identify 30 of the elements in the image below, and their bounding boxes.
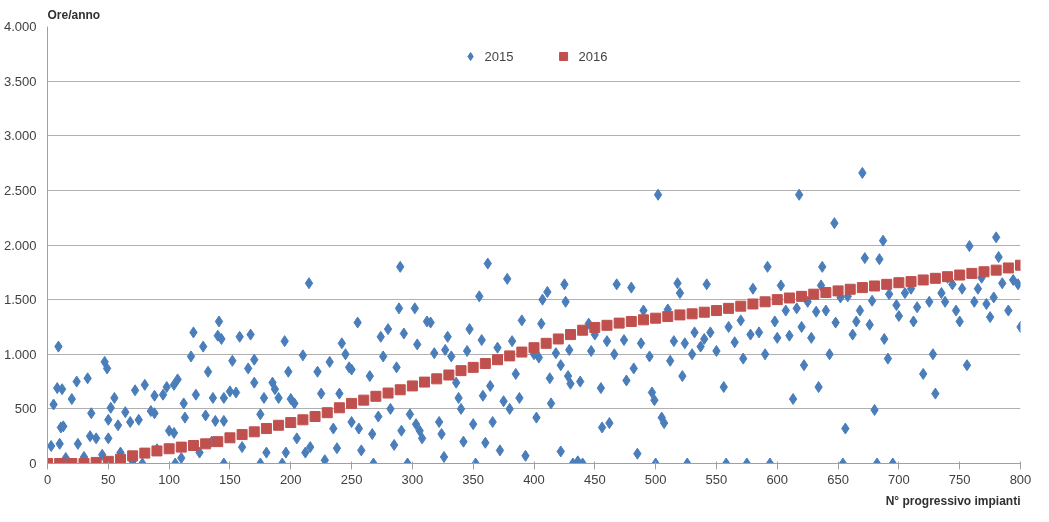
x-tick-label: 800 xyxy=(1009,471,1032,487)
legend-label: 2016 xyxy=(578,48,608,64)
x-tick-label: 200 xyxy=(279,471,302,487)
x-tick-label: 650 xyxy=(827,471,849,487)
x-axis-title: N° progressivo impianti xyxy=(885,493,1021,508)
y-tick-label: 1.500 xyxy=(3,292,37,308)
x-tick-label: 600 xyxy=(766,471,789,487)
y-tick-label: 2.500 xyxy=(3,182,37,198)
legend-label: 2015 xyxy=(484,48,514,64)
x-tick-label: 450 xyxy=(583,471,606,487)
x-tick-label: 700 xyxy=(888,471,910,487)
y-tick-label: 1.000 xyxy=(3,346,37,362)
x-tick-label: 150 xyxy=(219,471,241,487)
x-tick-label: 350 xyxy=(462,471,485,487)
x-tick-label: 50 xyxy=(101,471,116,487)
y-tick-label: 4.000 xyxy=(3,19,37,34)
x-tick-label: 500 xyxy=(644,471,667,487)
x-tick-label: 750 xyxy=(948,471,971,487)
x-tick-label: 550 xyxy=(705,471,728,487)
x-tick-label: 0 xyxy=(43,471,52,487)
y-tick-label: 3.500 xyxy=(3,73,37,89)
x-tick-label: 400 xyxy=(523,471,545,487)
y-axis-title: Ore/anno xyxy=(47,7,101,22)
y-tick-label: 0 xyxy=(29,456,37,471)
y-tick-label: 2.000 xyxy=(3,237,37,253)
x-tick-label: 300 xyxy=(401,471,424,487)
y-tick-label: 3.000 xyxy=(3,128,37,144)
y-tick-label: 500 xyxy=(14,401,37,417)
x-tick-label: 250 xyxy=(340,471,363,487)
x-tick-label: 100 xyxy=(158,471,180,487)
